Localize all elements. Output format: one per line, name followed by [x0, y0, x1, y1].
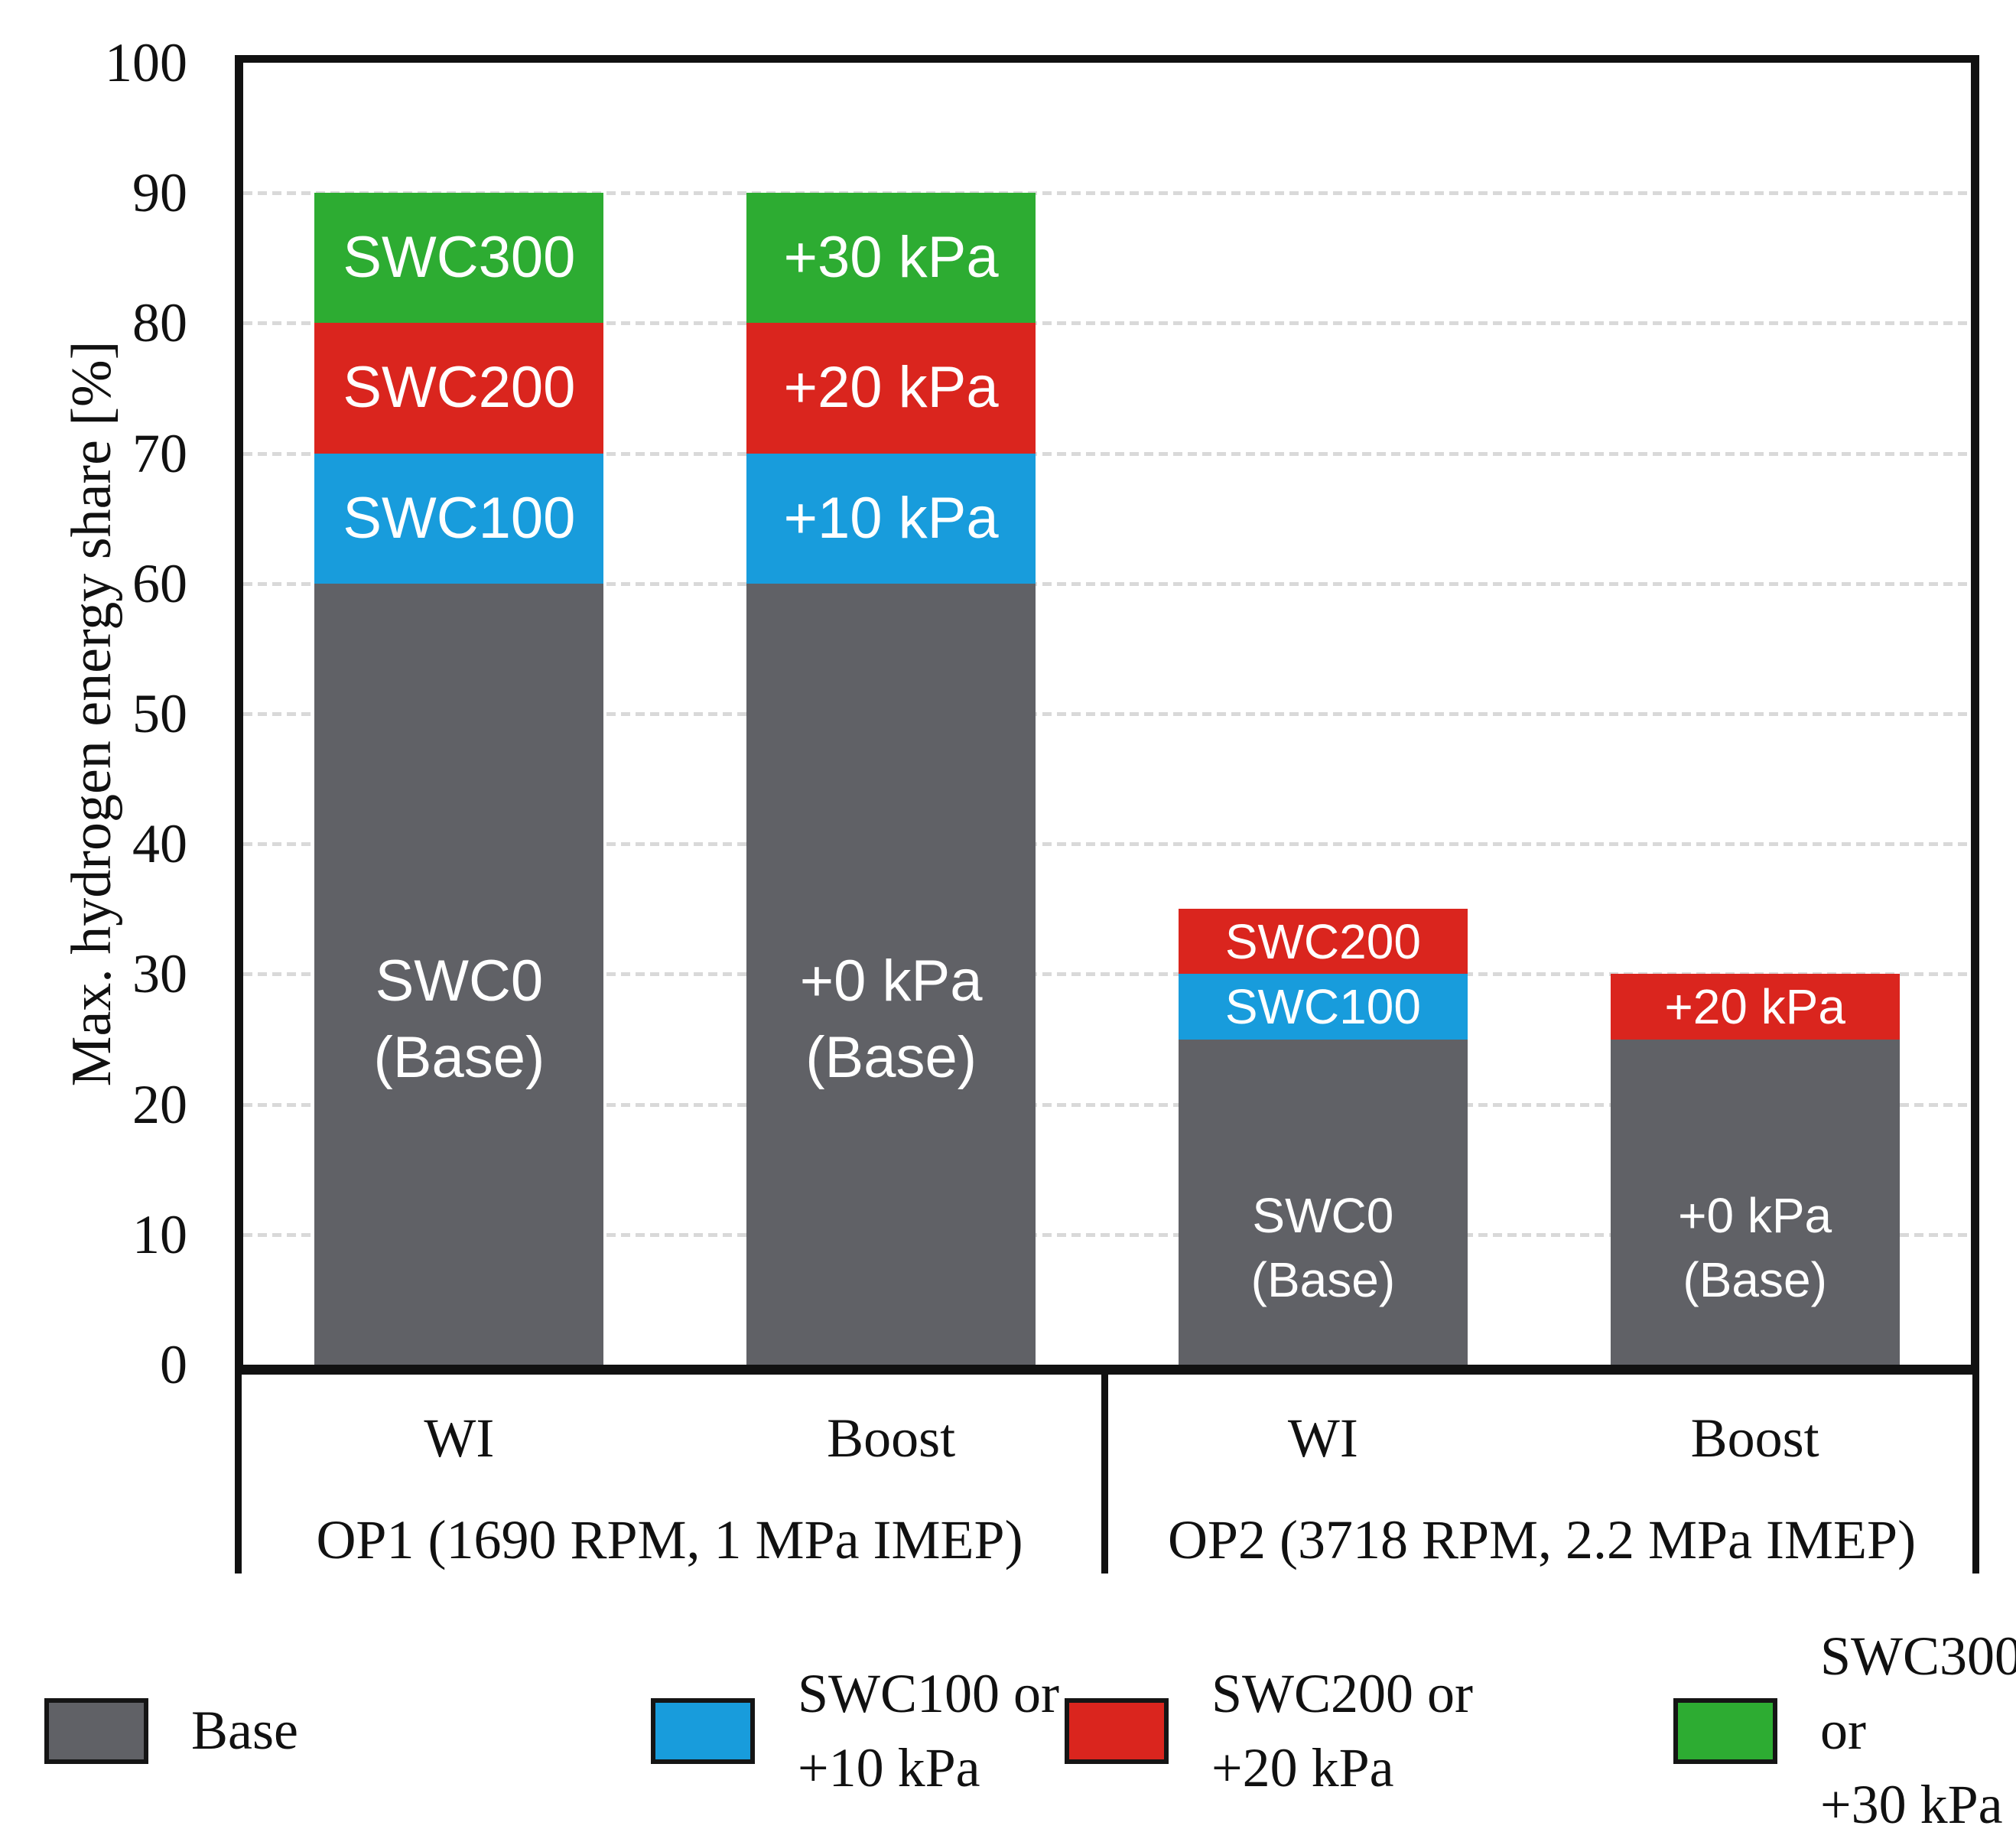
plot-area: SWC0 (Base) SWC100 SWC200 SWC300 +0 kPa (Bas…	[243, 63, 1971, 1365]
bar-segment-base: +0 kPa (Base)	[1610, 1039, 1900, 1365]
x-axis-line	[235, 1365, 1979, 1375]
x-tick-label-boost-1: Boost	[1690, 1408, 1819, 1469]
legend-item-swc300: SWC300 or +30 kPa	[1673, 1626, 2016, 1835]
legend-swatch-swc100	[651, 1697, 755, 1764]
y-tick-label-80: 80	[132, 292, 187, 354]
y-axis-line	[235, 55, 243, 1374]
bar-segment-base: +0 kPa (Base)	[746, 583, 1036, 1365]
x-axis-group-divider-right	[1972, 1375, 1979, 1574]
gridline-30	[243, 972, 1971, 977]
plot-top-border	[235, 55, 1979, 63]
gridline-70	[243, 451, 1971, 456]
y-tick-label-100: 100	[105, 32, 187, 93]
y-tick-label-0: 0	[160, 1334, 187, 1395]
legend-label-swc100: SWC100 or +10 kPa	[798, 1662, 1059, 1798]
legend-label-base: Base	[191, 1700, 298, 1761]
x-group-label-0: OP1 (1690 RPM, 1 MPa IMEP)	[316, 1509, 1023, 1570]
bar-segment-swc300: +30 kPa	[746, 193, 1036, 324]
y-tick-label-60: 60	[132, 552, 187, 614]
bar-op2-wi: SWC0 (Base) SWC100 SWC200	[1178, 909, 1468, 1365]
y-tick-label-40: 40	[132, 813, 187, 875]
legend-item-base: Base	[44, 1668, 298, 1794]
y-tick-label-90: 90	[132, 162, 187, 224]
x-axis-group-divider-middle	[1101, 1375, 1108, 1574]
x-group-label-1: OP2 (3718 RPM, 2.2 MPa IMEP)	[1167, 1509, 1917, 1570]
y-tick-label-10: 10	[132, 1203, 187, 1265]
x-axis-group-divider-left	[235, 1375, 242, 1574]
legend-swatch-swc200	[1065, 1697, 1169, 1764]
legend-item-swc100: SWC100 or +10 kPa	[651, 1663, 1059, 1798]
legend-label-swc300: SWC300 or +30 kPa	[1820, 1626, 2016, 1835]
legend-item-swc200: SWC200 or +20 kPa	[1065, 1663, 1473, 1798]
gridline-40	[243, 842, 1971, 847]
bar-segment-swc100: SWC100	[314, 453, 604, 584]
bar-segment-swc100: +10 kPa	[746, 453, 1036, 584]
y-tick-label-20: 20	[132, 1073, 187, 1135]
legend-swatch-swc300	[1673, 1697, 1777, 1764]
bar-segment-swc200: SWC200	[1178, 909, 1468, 975]
y-tick-label-50: 50	[132, 683, 187, 744]
plot-right-border	[1971, 55, 1979, 1374]
gridline-90	[243, 191, 1971, 196]
legend-swatch-base	[44, 1697, 148, 1764]
bar-segment-swc200: +20 kPa	[1610, 974, 1900, 1040]
y-tick-label-70: 70	[132, 422, 187, 484]
bar-segment-swc100: SWC100	[1178, 974, 1468, 1040]
gridline-60	[243, 581, 1971, 586]
bar-op2-boost: +0 kPa (Base) +20 kPa	[1610, 974, 1900, 1365]
gridline-50	[243, 712, 1971, 716]
bar-segment-base: SWC0 (Base)	[1178, 1039, 1468, 1365]
gridline-20	[243, 1102, 1971, 1107]
bar-segment-base: SWC0 (Base)	[314, 583, 604, 1365]
gridline-80	[243, 321, 1971, 326]
bar-op1-wi: SWC0 (Base) SWC100 SWC200 SWC300	[314, 193, 604, 1365]
bar-op1-boost: +0 kPa (Base) +10 kPa +20 kPa +30 kPa	[746, 193, 1036, 1365]
bar-segment-swc200: SWC200	[314, 323, 604, 454]
gridline-10	[243, 1232, 1971, 1237]
legend-label-swc200: SWC200 or +20 kPa	[1211, 1662, 1473, 1798]
bar-segment-swc200: +20 kPa	[746, 323, 1036, 454]
y-tick-label-30: 30	[132, 943, 187, 1005]
x-tick-label-boost-0: Boost	[827, 1408, 956, 1469]
x-tick-label-wi-1: WI	[1287, 1408, 1358, 1469]
bar-segment-swc300: SWC300	[314, 193, 604, 324]
x-tick-label-wi-0: WI	[424, 1408, 495, 1469]
